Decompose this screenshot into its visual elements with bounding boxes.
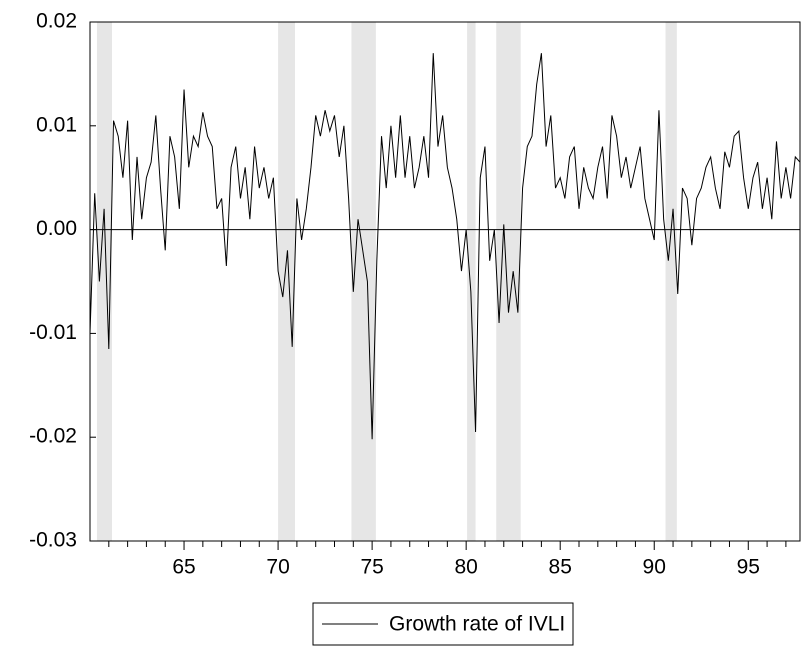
shaded-period xyxy=(96,22,113,541)
shaded-period xyxy=(351,22,376,541)
shaded-period xyxy=(467,22,476,541)
x-tick-label: 65 xyxy=(172,556,195,579)
x-tick-label: 75 xyxy=(360,556,383,579)
y-tick-label: -0.02 xyxy=(29,425,77,448)
y-tick-label: 0.00 xyxy=(36,217,77,240)
legend-label: Growth rate of IVLI xyxy=(389,613,565,636)
y-tick-label: 0.02 xyxy=(36,10,77,33)
x-tick-label: 95 xyxy=(737,556,760,579)
plot-frame xyxy=(89,21,801,542)
data-line xyxy=(89,53,801,440)
shaded-period xyxy=(278,22,296,541)
shaded-period xyxy=(665,22,677,541)
x-tick-label: 80 xyxy=(454,556,477,579)
x-tick-label: 85 xyxy=(549,556,572,579)
y-tick-label: -0.03 xyxy=(29,529,77,552)
shaded-period xyxy=(496,22,521,541)
y-tick-label: 0.01 xyxy=(36,113,77,136)
x-tick-label: 90 xyxy=(643,556,666,579)
y-tick-label: -0.01 xyxy=(29,321,77,344)
x-tick-label: 70 xyxy=(266,556,289,579)
